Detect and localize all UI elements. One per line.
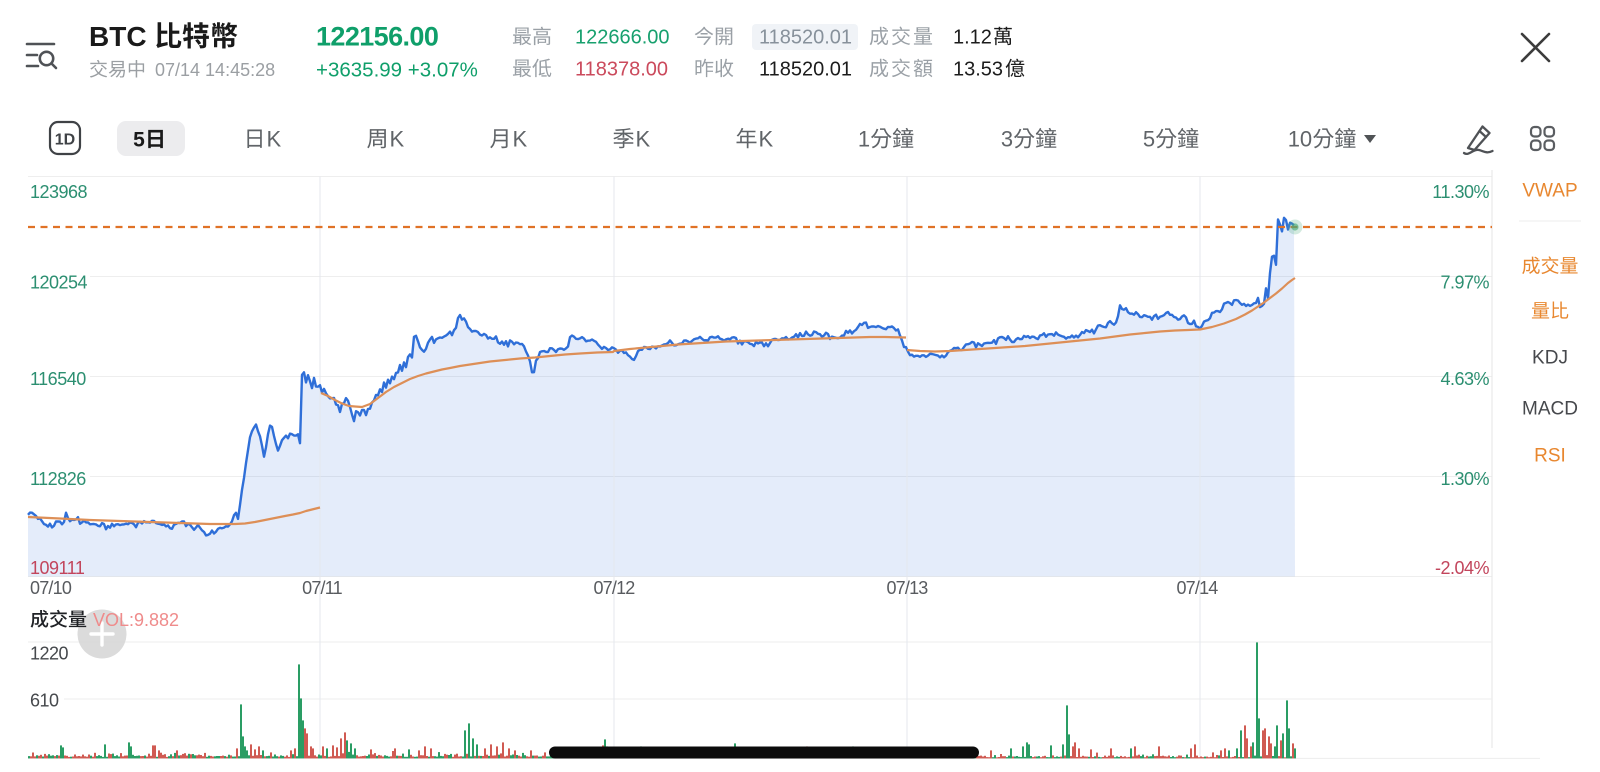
svg-text:610: 610 bbox=[30, 691, 59, 711]
svg-text:K: K bbox=[513, 127, 528, 152]
svg-text:K: K bbox=[390, 127, 405, 152]
svg-text:118520.01: 118520.01 bbox=[759, 27, 852, 49]
svg-text:10: 10 bbox=[1288, 127, 1312, 152]
svg-text:07/11: 07/11 bbox=[302, 578, 342, 598]
svg-text:3: 3 bbox=[1001, 127, 1013, 152]
svg-text:KDJ: KDJ bbox=[1532, 348, 1568, 369]
svg-text:1: 1 bbox=[858, 127, 870, 152]
svg-text:11.30%: 11.30% bbox=[1432, 182, 1489, 202]
svg-text:BTC: BTC bbox=[89, 21, 147, 52]
svg-text:1.30%: 1.30% bbox=[1440, 469, 1489, 489]
svg-text:7.97%: 7.97% bbox=[1440, 273, 1489, 293]
svg-text:07/13: 07/13 bbox=[886, 578, 928, 598]
svg-text:109111: 109111 bbox=[30, 558, 85, 578]
svg-text:1D: 1D bbox=[55, 132, 75, 149]
svg-text:122666.00: 122666.00 bbox=[575, 27, 670, 49]
svg-text:K: K bbox=[267, 127, 282, 152]
svg-text:K: K bbox=[636, 127, 651, 152]
svg-text:118520.01: 118520.01 bbox=[759, 59, 852, 81]
svg-text:13.53: 13.53 bbox=[953, 59, 1003, 81]
svg-text:-2.04%: -2.04% bbox=[1435, 558, 1490, 578]
svg-text:118378.00: 118378.00 bbox=[575, 59, 668, 81]
svg-text:1.12: 1.12 bbox=[953, 27, 992, 49]
svg-text:122156.00: 122156.00 bbox=[316, 22, 438, 52]
svg-text:5: 5 bbox=[1143, 127, 1155, 152]
svg-text:07/14: 07/14 bbox=[1176, 578, 1218, 598]
svg-text:VWAP: VWAP bbox=[1522, 181, 1577, 202]
svg-text:VOL:9.882: VOL:9.882 bbox=[93, 610, 179, 630]
svg-text:120254: 120254 bbox=[30, 273, 88, 293]
svg-text:4.63%: 4.63% bbox=[1440, 369, 1489, 389]
svg-text:+3635.99 +3.07%: +3635.99 +3.07% bbox=[316, 59, 478, 82]
svg-text:116540: 116540 bbox=[30, 369, 86, 389]
svg-text:112826: 112826 bbox=[30, 469, 86, 489]
svg-text:K: K bbox=[759, 127, 774, 152]
svg-text:07/14 14:45:28: 07/14 14:45:28 bbox=[155, 60, 275, 80]
svg-text:RSI: RSI bbox=[1534, 446, 1566, 467]
svg-text:MACD: MACD bbox=[1522, 399, 1578, 420]
svg-text:07/12: 07/12 bbox=[593, 578, 635, 598]
svg-text:1220: 1220 bbox=[30, 644, 69, 664]
svg-text:07/10: 07/10 bbox=[30, 578, 72, 598]
svg-text:123968: 123968 bbox=[30, 182, 88, 202]
svg-text:5: 5 bbox=[133, 129, 145, 152]
